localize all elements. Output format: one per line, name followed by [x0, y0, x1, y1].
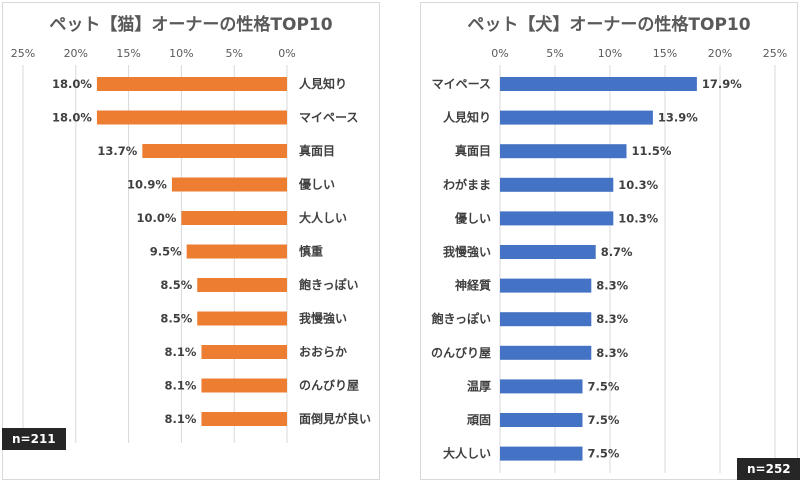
x-tick-label: 10%	[169, 47, 193, 60]
bar-10	[500, 379, 583, 394]
data-label: 10.3%	[618, 211, 658, 225]
data-label: 8.3%	[596, 312, 628, 326]
category-label: 優しい	[454, 210, 491, 225]
bar-9	[500, 345, 592, 360]
x-tick-label: 25%	[11, 47, 35, 60]
bar-11	[201, 412, 287, 426]
data-label: 18.0%	[52, 111, 92, 125]
category-label: 真面目	[299, 143, 335, 158]
bar-3	[142, 144, 287, 158]
category-label: 大人しい	[443, 446, 491, 461]
category-label: マイペース	[432, 77, 491, 91]
data-label: 10.0%	[136, 211, 176, 225]
bar-1	[96, 77, 287, 91]
category-label: 温厚	[467, 379, 491, 393]
data-label: 8.1%	[165, 345, 197, 359]
category-label: のんびり屋	[431, 345, 491, 360]
category-label: マイペース	[299, 111, 358, 125]
data-label: 11.5%	[632, 144, 672, 158]
category-label: 優しい	[298, 177, 335, 192]
data-label: 8.5%	[160, 278, 192, 292]
bar-3	[500, 144, 627, 159]
x-tick-label: 20%	[64, 47, 88, 60]
data-label: 7.5%	[588, 413, 620, 427]
category-label: 我慢強い	[299, 311, 347, 326]
category-label: 大人しい	[299, 210, 347, 225]
bar-9	[201, 345, 287, 359]
data-label: 18.0%	[52, 77, 92, 91]
bar-5	[500, 211, 614, 226]
data-label: 10.3%	[618, 178, 658, 192]
dog-chart-panel: ペット【犬】オーナーの性格TOP10 0% 5% 10% 15% 20% 25% 17.9% マ…	[420, 2, 798, 480]
data-label: 13.9%	[658, 111, 698, 125]
bar-8	[197, 311, 287, 326]
chart-title: ペット【犬】オーナーの性格TOP10	[467, 14, 750, 35]
category-label: 飽きっぽい	[298, 277, 359, 292]
bar-10	[201, 378, 287, 393]
bar-12	[500, 446, 583, 461]
category-label: 人見知り	[443, 110, 491, 125]
bar-7	[500, 278, 592, 293]
bar-5	[181, 211, 287, 225]
category-label: 真面目	[455, 143, 491, 158]
data-label: 7.5%	[588, 447, 620, 461]
bar-6	[500, 245, 596, 259]
bar-2	[96, 110, 287, 125]
data-label: 8.7%	[601, 245, 633, 259]
category-label: のんびり屋	[299, 378, 359, 393]
bar-8	[500, 312, 592, 327]
bar-6	[186, 244, 287, 259]
x-tick-label: 0%	[278, 47, 295, 60]
bar-7	[197, 278, 287, 292]
category-label: 我慢強い	[443, 244, 491, 259]
data-label: 7.5%	[588, 379, 620, 393]
category-label: わがまま	[443, 177, 491, 192]
cat-chart-panel: ペット【猫】オーナーの性格TOP10 25% 20% 15% 10% 5% 0% 18.0% 人…	[2, 2, 380, 480]
bar-1	[500, 77, 697, 91]
x-tick-label: 10%	[598, 47, 622, 60]
bar-4	[171, 177, 287, 192]
bar-11	[500, 413, 583, 427]
category-label: 面倒見が良い	[299, 411, 371, 426]
bar-4	[500, 177, 614, 192]
data-label: 13.7%	[97, 144, 137, 158]
data-label: 8.3%	[596, 346, 628, 360]
category-label: 頑固	[466, 413, 491, 427]
category-label: 飽きっぽい	[430, 311, 491, 326]
cat-chart: ペット【猫】オーナーの性格TOP10 25% 20% 15% 10% 5% 0% 18.0% 人…	[11, 14, 371, 443]
data-label: 17.9%	[702, 77, 742, 91]
x-tick-label: 15%	[116, 47, 140, 60]
category-label: 慎重	[299, 244, 323, 259]
data-label: 9.5%	[150, 245, 182, 259]
x-tick-label: 5%	[546, 47, 563, 60]
sample-size-badge-dog: n=252	[737, 458, 800, 480]
x-tick-label: 5%	[225, 47, 242, 60]
category-label: 人見知り	[299, 76, 347, 91]
chart-title: ペット【猫】オーナーの性格TOP10	[49, 14, 332, 35]
x-tick-label: 15%	[653, 47, 677, 60]
data-label: 8.3%	[596, 279, 628, 293]
data-label: 8.1%	[165, 379, 197, 393]
data-label: 8.1%	[165, 412, 197, 426]
category-label: おおらか	[299, 345, 347, 359]
x-tick-label: 20%	[708, 47, 732, 60]
sample-size-badge-cat: n=211	[2, 428, 66, 450]
data-label: 8.5%	[160, 312, 192, 326]
data-label: 10.9%	[127, 178, 167, 192]
category-label: 神経質	[455, 278, 491, 293]
x-tick-label: 0%	[491, 47, 508, 60]
x-tick-label: 25%	[763, 47, 787, 60]
bar-2	[500, 110, 653, 125]
dog-chart: ペット【犬】オーナーの性格TOP10 0% 5% 10% 15% 20% 25% 17.9% マ…	[430, 14, 787, 473]
